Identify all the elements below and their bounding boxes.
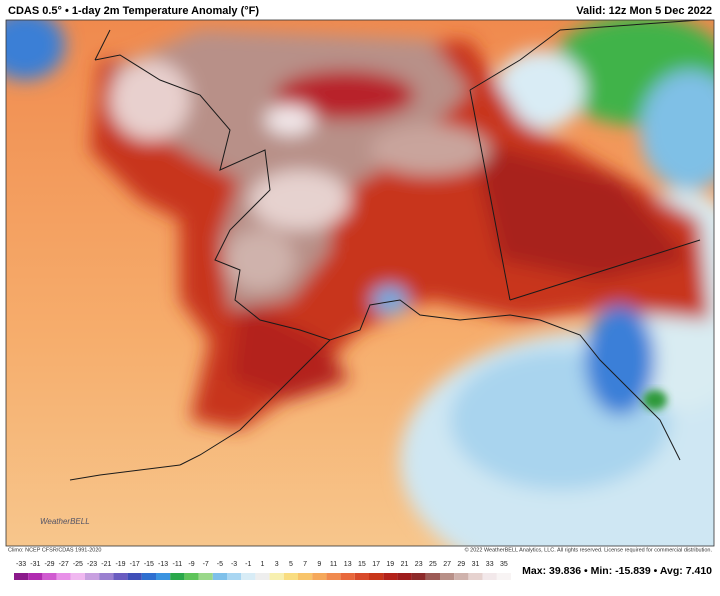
colorbar-swatch (283, 573, 298, 580)
title: CDAS 0.5° • 1-day 2m Temperature Anomaly… (8, 5, 259, 17)
colorbar-swatch (70, 573, 85, 580)
colorbar-swatch (42, 573, 57, 580)
colorbar-label: -33 (16, 561, 26, 568)
colorbar-label: -29 (44, 561, 54, 568)
colorbar-label: -31 (30, 561, 40, 568)
colorbar-swatch (227, 573, 242, 580)
colorbar-swatch (397, 573, 412, 580)
colorbar-swatch (14, 573, 29, 580)
colorbar-swatch (383, 573, 398, 580)
colorbar-swatch (411, 573, 426, 580)
colorbar-swatch (241, 573, 256, 580)
colorbar-swatch (482, 573, 497, 580)
colorbar-swatch (56, 573, 71, 580)
colorbar-label: -15 (144, 561, 154, 568)
colorbar-swatch (298, 573, 313, 580)
colorbar-label: 13 (344, 561, 352, 568)
colorbar-label: 11 (330, 561, 337, 568)
colorbar-label: -5 (217, 561, 223, 568)
map-frame (5, 19, 715, 547)
colorbar-swatch (269, 573, 284, 580)
colorbar-swatch (354, 573, 369, 580)
colorbar-label: -23 (87, 561, 97, 568)
colorbar-label: 31 (472, 561, 480, 568)
colorbar-swatch (156, 573, 171, 580)
colorbar-label: -11 (172, 561, 182, 568)
logo: WeatherBELL (40, 517, 90, 526)
colorbar-swatch (184, 573, 199, 580)
colorbar-swatch (198, 573, 213, 580)
colorbar-label: 7 (303, 561, 307, 568)
colorbar-label: -7 (203, 561, 209, 568)
colorbar-label: 23 (415, 561, 423, 568)
colorbar-label: -21 (101, 561, 111, 568)
colorbar-label: 19 (386, 561, 394, 568)
colorbar-label: 25 (429, 561, 437, 568)
colorbar-swatch (454, 573, 469, 580)
colorbar-swatch (326, 573, 341, 580)
colorbar-swatch (170, 573, 185, 580)
colorbar-swatch (369, 573, 384, 580)
colorbar-label: -13 (158, 561, 168, 568)
colorbar-swatch (425, 573, 440, 580)
colorbar-label: -3 (231, 561, 237, 568)
colorbar-label: 1 (261, 561, 265, 568)
colorbar-swatch (141, 573, 156, 580)
colorbar-swatch (113, 573, 128, 580)
colorbar-label: -27 (59, 561, 69, 568)
colorbar-label: 5 (289, 561, 293, 568)
colorbar-label: 33 (486, 561, 494, 568)
colorbar-label: 17 (372, 561, 380, 568)
colorbar: -33 -31 -29 -27 -25 -23 -21 -19 -17 -15 -13 -11 -9 -7… (14, 561, 511, 580)
colorbar-swatch (312, 573, 327, 580)
colorbar-label: 3 (275, 561, 279, 568)
map: WeatherBELL (6, 20, 714, 546)
colorbar-swatch (340, 573, 355, 580)
colorbar-label: -25 (73, 561, 83, 568)
colorbar-label: -9 (188, 561, 194, 568)
colorbar-label: 35 (500, 561, 508, 568)
colorbar-label: -1 (245, 561, 251, 568)
colorbar-swatch (212, 573, 227, 580)
valid-time: Valid: 12z Mon 5 Dec 2022 (576, 5, 712, 17)
colorbar-swatch (496, 573, 511, 580)
colorbar-swatch (468, 573, 483, 580)
colorbar-swatch (99, 573, 114, 580)
colorbar-label: -17 (130, 561, 140, 568)
colorbar-swatch (85, 573, 100, 580)
colorbar-swatch (440, 573, 455, 580)
colorbar-swatch (28, 573, 43, 580)
colorbar-label: 15 (358, 561, 366, 568)
colorbar-label: 21 (401, 561, 409, 568)
colorbar-swatch (255, 573, 270, 580)
stats: Max: 39.836 • Min: -15.839 • Avg: 7.410 (522, 565, 712, 577)
colorbar-label: 9 (317, 561, 321, 568)
copyright: © 2022 WeatherBELL Analytics, LLC. All r… (465, 546, 713, 553)
colorbar-label: -19 (115, 561, 125, 568)
colorbar-label: 27 (443, 561, 451, 568)
colorbar-label: 29 (457, 561, 465, 568)
colorbar-swatch (127, 573, 142, 580)
climo: Climo: NCEP CFSR/CDAS 1991-2020 (8, 547, 101, 553)
